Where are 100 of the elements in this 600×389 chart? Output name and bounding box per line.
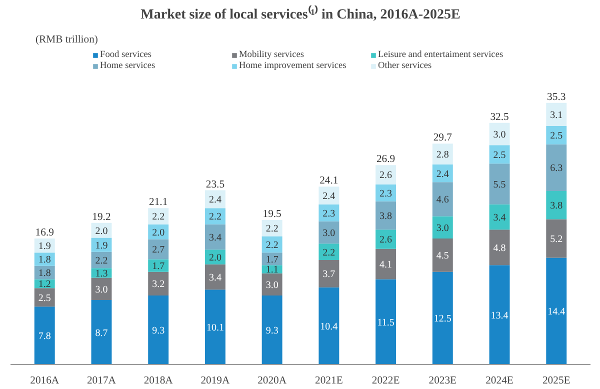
data-label: 2.5 (550, 130, 563, 142)
data-label: 5.2 (550, 234, 563, 245)
data-label: 5.5 (493, 180, 506, 190)
bar (148, 296, 169, 364)
total-label: 19.5 (262, 208, 282, 220)
data-label: 1.9 (95, 240, 108, 252)
x-tick-label: 2020A (258, 376, 287, 386)
data-label: 2.2 (95, 255, 108, 266)
data-label: 2.4 (436, 168, 449, 180)
data-label: 1.9 (38, 241, 51, 252)
bar (376, 184, 396, 202)
legend-label: Food services (100, 50, 153, 60)
data-label: 2.7 (152, 244, 165, 256)
total-label: 29.7 (433, 132, 453, 144)
bar (546, 126, 567, 144)
bar (262, 252, 282, 266)
x-tick-label: 2021E (315, 376, 343, 386)
legend-label: Other services (378, 61, 433, 71)
data-label: 3.4 (208, 232, 222, 244)
bar (432, 216, 453, 238)
total-label: 23.5 (206, 179, 225, 190)
data-label: 10.4 (320, 321, 338, 332)
total-label: 35.3 (547, 92, 566, 103)
bar (204, 208, 226, 224)
bar (318, 221, 340, 244)
legend-label: Leisure and entertaiment services (378, 50, 504, 60)
data-label: 6.3 (550, 163, 563, 174)
bar (376, 165, 396, 184)
bar (318, 204, 340, 222)
bar (262, 296, 282, 364)
x-tick-label: 2019A (200, 376, 230, 386)
data-label: 1.7 (266, 254, 278, 266)
data-label: 9.3 (266, 326, 278, 337)
bar (262, 265, 282, 274)
bar (432, 272, 453, 364)
data-label: 3.1 (550, 110, 563, 121)
data-label: 8.7 (95, 328, 108, 339)
bar (432, 238, 453, 272)
data-label: 3.4 (208, 272, 222, 284)
bar (376, 201, 396, 230)
data-label: 3.0 (322, 228, 336, 240)
x-tick-label: 2016A (30, 376, 60, 386)
data-label: 2.0 (208, 252, 222, 264)
bar (91, 300, 112, 364)
total-label: 19.2 (92, 212, 111, 223)
data-label: 2.2 (208, 212, 222, 223)
bar (376, 279, 396, 364)
chart-title: Market size of local services⁽¹⁾ in China, 2016A-2025E (140, 6, 460, 22)
x-tick-label: 2017A (86, 376, 116, 386)
data-label: 2.5 (493, 150, 506, 161)
data-label: 2.6 (380, 234, 392, 246)
bar (34, 306, 55, 364)
data-label: 1.2 (38, 279, 51, 290)
data-label: 3.0 (436, 222, 449, 234)
bar (489, 265, 510, 364)
bar (91, 278, 112, 300)
data-label: 4.8 (493, 242, 506, 254)
data-label: 7.8 (38, 331, 51, 342)
bar (318, 260, 340, 288)
bar (204, 290, 226, 364)
data-label: 2.2 (266, 240, 278, 251)
data-label: 2.4 (322, 190, 336, 202)
legend-label: Mobility services (239, 50, 306, 60)
bar (489, 122, 510, 146)
bar (318, 287, 340, 364)
total-label: 26.9 (376, 154, 396, 166)
data-label: 3.4 (493, 212, 506, 224)
bar (546, 144, 567, 192)
data-label: 3.8 (550, 200, 563, 212)
x-tick-label: 2025E (542, 376, 570, 386)
data-label: 2.2 (322, 247, 336, 258)
data-label: 1.3 (95, 268, 108, 280)
bar (204, 264, 226, 290)
x-tick-label: 2024E (486, 376, 514, 386)
data-label: 10.1 (206, 322, 224, 334)
data-label: 2.3 (322, 208, 336, 220)
data-label: 4.1 (380, 260, 392, 271)
bar (376, 230, 396, 249)
data-label: 1.8 (38, 268, 51, 280)
bar (148, 239, 169, 260)
bar (489, 145, 510, 164)
data-label: 3.7 (322, 269, 336, 280)
data-label: 9.3 (152, 326, 165, 337)
bar (91, 238, 112, 252)
bar (34, 288, 55, 307)
data-label: 13.4 (490, 310, 508, 322)
total-label: 16.9 (35, 227, 54, 238)
data-label: 1.1 (266, 264, 278, 276)
total-label: 24.1 (320, 176, 338, 187)
legend-label: Home services (100, 61, 156, 71)
legend-label: Home improvement services (239, 61, 348, 71)
bar (376, 248, 396, 280)
data-label: 2.0 (152, 227, 165, 238)
data-label: 2.2 (266, 224, 278, 235)
data-label: 2.6 (380, 170, 392, 182)
bar (489, 164, 510, 204)
text: (RMB trillion) (36, 34, 98, 46)
data-label: 2.2 (152, 212, 165, 223)
bar (546, 219, 567, 258)
data-label: 3.0 (493, 129, 506, 140)
